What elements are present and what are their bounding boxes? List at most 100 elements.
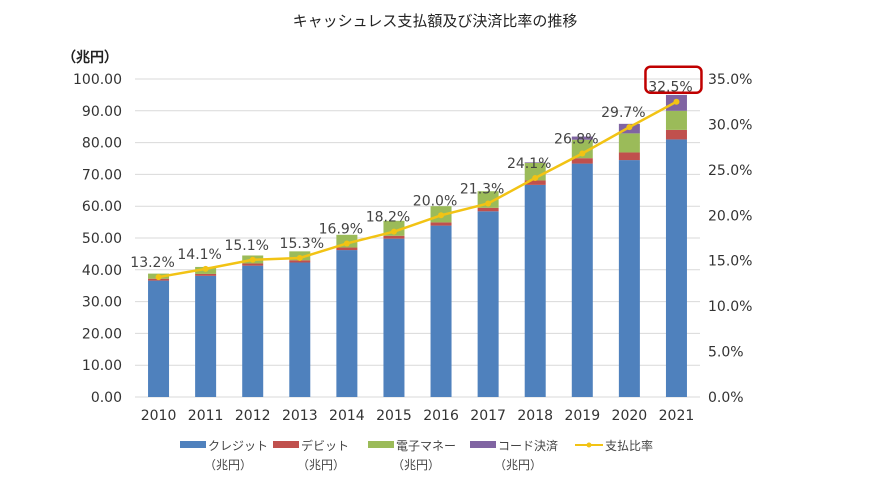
y-axis-label: （兆円） [62, 50, 118, 66]
x-tick-label: 2020 [612, 408, 648, 424]
legend-swatch [470, 441, 496, 448]
y-tick-label: 60.00 [82, 199, 122, 215]
bar-segment [242, 263, 264, 266]
y-tick-label: 50.00 [82, 231, 122, 247]
y-tick-label: 20.00 [82, 326, 122, 342]
highlight-box [644, 65, 703, 94]
bar-segment [195, 275, 217, 397]
y2-tick-label: 0.0% [708, 390, 744, 406]
bar-segment [289, 262, 311, 397]
legend-label: 支払比率 [605, 438, 653, 453]
legend-unit: （兆円） [392, 458, 440, 472]
legend-swatch [368, 441, 394, 448]
legend-label: コード決済 [498, 438, 558, 453]
bar-segment [571, 158, 593, 164]
y-tick-label: 80.00 [82, 136, 122, 152]
ratio-data-label: 18.2% [366, 210, 410, 226]
y2-tick-label: 15.0% [708, 254, 752, 270]
ratio-point [155, 274, 162, 281]
legend-unit: （兆円） [204, 458, 252, 472]
x-tick-label: 2019 [564, 408, 600, 424]
ratio-data-label: 15.1% [224, 238, 268, 254]
x-tick-label: 2017 [470, 408, 506, 424]
ratio-point [532, 175, 539, 182]
legend-label: クレジット [208, 439, 268, 453]
ratio-data-label: 24.1% [507, 156, 551, 172]
bar-segment [383, 235, 405, 239]
ratio-data-label: 21.3% [460, 181, 504, 197]
y2-tick-label: 30.0% [708, 117, 752, 133]
bar-segment [430, 225, 452, 397]
bar-segment [336, 247, 358, 251]
ratio-point [390, 228, 397, 235]
ratio-data-label: 16.9% [319, 221, 363, 237]
bar-segment [383, 238, 405, 397]
bar-segment [571, 163, 593, 397]
y2-tick-label: 25.0% [708, 163, 752, 179]
y2-tick-label: 5.0% [708, 345, 744, 361]
y2-tick-label: 10.0% [708, 299, 752, 315]
ratio-data-label: 13.2% [130, 255, 174, 271]
ratio-point [249, 256, 256, 263]
legend-unit: （兆円） [494, 458, 542, 472]
bar-segment [618, 152, 640, 161]
ratio-point [202, 265, 209, 272]
x-tick-label: 2012 [235, 408, 271, 424]
ratio-data-label: 15.3% [280, 236, 324, 252]
ratio-point [673, 98, 680, 105]
legend-label: 電子マネー [396, 439, 456, 453]
x-tick-label: 2016 [423, 408, 459, 424]
legend-unit: （兆円） [297, 458, 345, 472]
ratio-point [485, 200, 492, 207]
legend-swatch [180, 441, 206, 448]
bar-segment [477, 207, 499, 212]
bar-segment [195, 273, 217, 276]
bar-segment [336, 250, 358, 397]
ratio-point [343, 240, 350, 247]
x-tick-label: 2013 [282, 408, 318, 424]
y-tick-label: 30.00 [82, 295, 122, 311]
bar-segment [242, 265, 264, 397]
ratio-line [158, 100, 678, 279]
bar-segment [665, 110, 687, 130]
legend-line-marker [586, 442, 592, 448]
ratio-data-label: 29.7% [601, 105, 645, 121]
x-tick-label: 2021 [659, 408, 695, 424]
bar-segment [524, 180, 546, 185]
x-tick-label: 2010 [141, 408, 177, 424]
bar-segment [618, 133, 640, 153]
bar-segment [571, 136, 593, 140]
ratio-point [438, 212, 445, 219]
y-tick-label: 10.00 [82, 358, 122, 374]
ratio-point [579, 150, 586, 157]
y-tick-label: 70.00 [82, 167, 122, 183]
bar-segment [665, 139, 687, 398]
ratio-data-label: 14.1% [177, 247, 221, 263]
chart-title: キャッシュレス支払額及び決済比率の推移 [293, 12, 578, 30]
x-tick-label: 2014 [329, 408, 365, 424]
bar-segment [665, 129, 687, 140]
legend-swatch [273, 441, 299, 448]
bar-segment [524, 162, 546, 163]
ratio-data-label: 20.0% [413, 193, 457, 209]
ratio-point [296, 254, 303, 261]
y-tick-label: 40.00 [82, 263, 122, 279]
ratio-point [626, 124, 633, 131]
y-tick-label: 90.00 [82, 104, 122, 120]
bar-segment [571, 139, 593, 159]
y-tick-label: 100.00 [73, 72, 122, 88]
bar-segment [524, 184, 546, 397]
x-tick-label: 2011 [188, 408, 224, 424]
legend-label: デビット [301, 438, 349, 453]
x-tick-label: 2015 [376, 408, 412, 424]
bar-segment [148, 280, 170, 397]
ratio-data-label: 26.8% [554, 132, 598, 148]
bar-segment [477, 211, 499, 397]
bar-segment [430, 222, 452, 226]
y2-tick-label: 35.0% [708, 72, 752, 88]
bar-segment [289, 260, 311, 263]
bar-segment [618, 160, 640, 397]
x-tick-label: 2018 [517, 408, 553, 424]
